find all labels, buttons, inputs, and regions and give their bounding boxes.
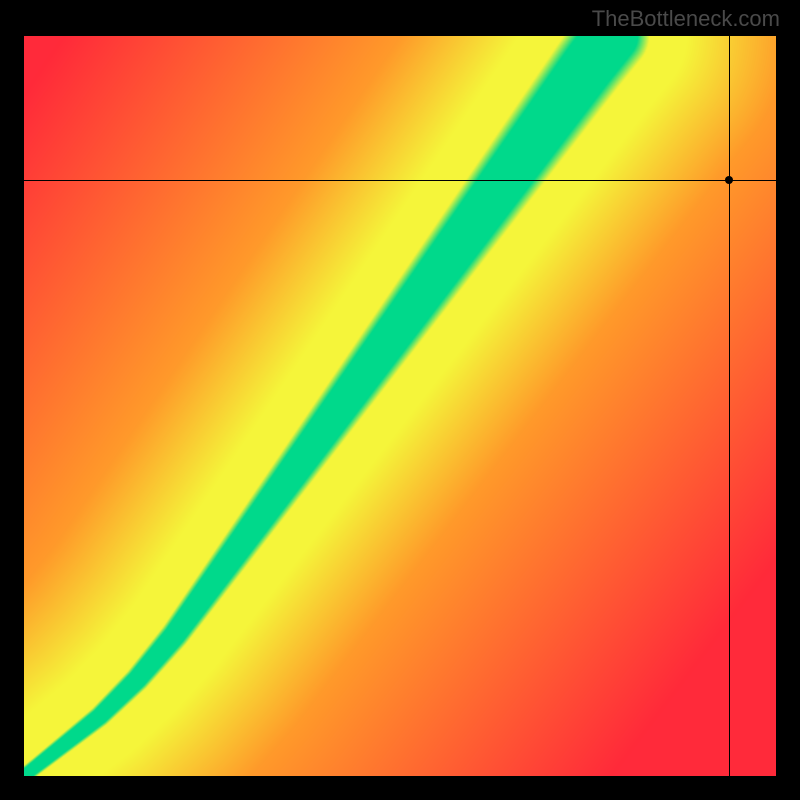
crosshair-horizontal (24, 180, 776, 181)
watermark-text: TheBottleneck.com (592, 6, 780, 32)
crosshair-vertical (729, 36, 730, 776)
data-point-marker (725, 176, 733, 184)
heatmap-plot (24, 36, 776, 776)
chart-container: TheBottleneck.com (0, 0, 800, 800)
heatmap-canvas (24, 36, 776, 776)
